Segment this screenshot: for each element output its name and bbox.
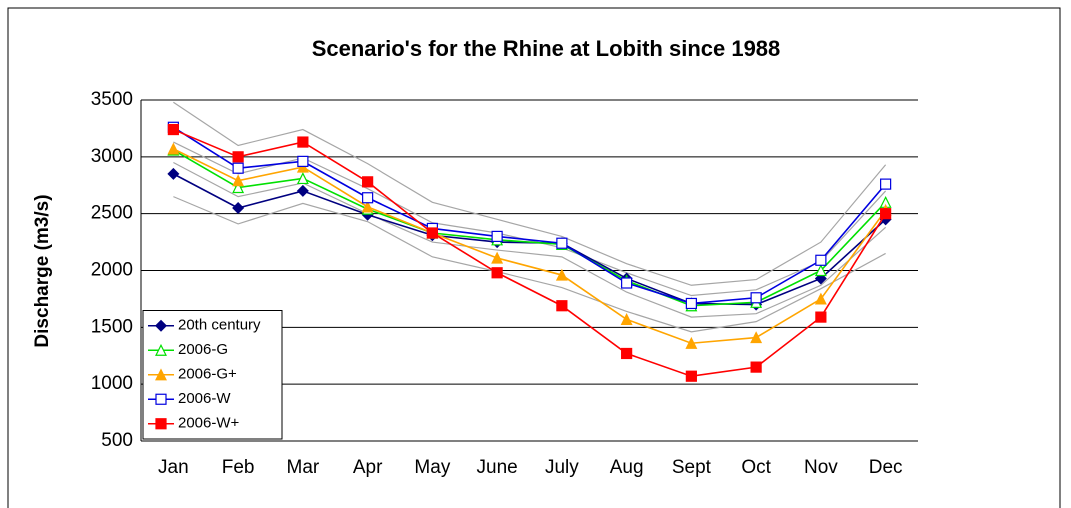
marker <box>232 162 244 174</box>
y-tick-label: 500 <box>101 430 133 451</box>
marker <box>814 292 827 305</box>
marker <box>232 181 245 194</box>
y-axis-label: Discharge (m3/s) <box>32 194 53 347</box>
marker <box>555 268 568 281</box>
y-tick-label: 3000 <box>91 146 133 167</box>
marker <box>296 184 309 197</box>
x-tick-label: Aug <box>610 457 644 478</box>
marker <box>491 230 503 242</box>
marker <box>621 347 633 360</box>
marker <box>620 313 633 325</box>
marker <box>167 142 180 155</box>
series-line <box>172 149 887 307</box>
marker <box>155 418 167 430</box>
marker <box>621 277 633 289</box>
x-tick-label: Apr <box>353 457 383 478</box>
legend-label: 2006-W+ <box>178 415 240 432</box>
x-tick-label: Dec <box>869 457 903 478</box>
series-line <box>172 126 887 305</box>
marker <box>685 336 698 349</box>
x-tick-label: May <box>414 457 450 478</box>
legend-label: 2006-G+ <box>178 366 237 383</box>
marker <box>685 370 697 382</box>
marker <box>491 267 503 279</box>
marker <box>232 151 244 163</box>
series-line <box>173 101 887 286</box>
y-tick-label: 2500 <box>91 203 133 224</box>
marker <box>155 343 167 356</box>
marker <box>814 264 827 277</box>
marker <box>750 292 762 304</box>
y-tick-label: 3500 <box>91 89 133 110</box>
x-tick-label: Oct <box>741 457 771 478</box>
series-line <box>173 196 886 333</box>
marker <box>685 297 697 310</box>
x-tick-label: Nov <box>804 457 838 478</box>
x-tick-label: Feb <box>222 457 255 478</box>
legend-label: 20th century <box>178 317 261 334</box>
marker <box>232 174 245 187</box>
y-tick-label: 1500 <box>91 316 133 337</box>
x-tick-label: Sept <box>672 457 712 478</box>
x-tick-label: Mar <box>287 457 320 478</box>
x-tick-label: June <box>477 457 518 478</box>
x-tick-label: July <box>545 457 579 478</box>
marker <box>167 167 180 180</box>
series-line <box>173 128 887 378</box>
marker <box>815 311 827 323</box>
marker <box>297 136 309 148</box>
legend-label: 2006-G <box>178 341 228 358</box>
y-tick-label: 2000 <box>91 260 133 281</box>
marker <box>296 172 309 185</box>
series-line <box>173 148 887 345</box>
marker <box>556 237 568 249</box>
marker <box>167 123 179 136</box>
marker <box>232 201 245 214</box>
legend-label: 2006-W <box>178 390 231 407</box>
y-tick-label: 1000 <box>91 373 133 394</box>
marker <box>296 160 309 173</box>
marker <box>556 300 568 312</box>
chart-title: Scenario's for the Rhine at Lobith since… <box>312 36 781 61</box>
x-tick-label: Jan <box>158 457 189 478</box>
marker <box>155 319 167 332</box>
marker <box>426 227 438 239</box>
marker <box>155 393 167 405</box>
marker <box>362 192 374 204</box>
marker <box>491 251 504 264</box>
series-line <box>173 161 887 318</box>
marker <box>362 176 374 188</box>
marker <box>155 368 167 381</box>
marker <box>815 254 827 266</box>
marker <box>297 155 309 167</box>
marker <box>880 208 892 220</box>
marker <box>880 178 892 190</box>
marker <box>750 361 762 373</box>
marker <box>361 200 374 213</box>
marker <box>750 331 763 344</box>
